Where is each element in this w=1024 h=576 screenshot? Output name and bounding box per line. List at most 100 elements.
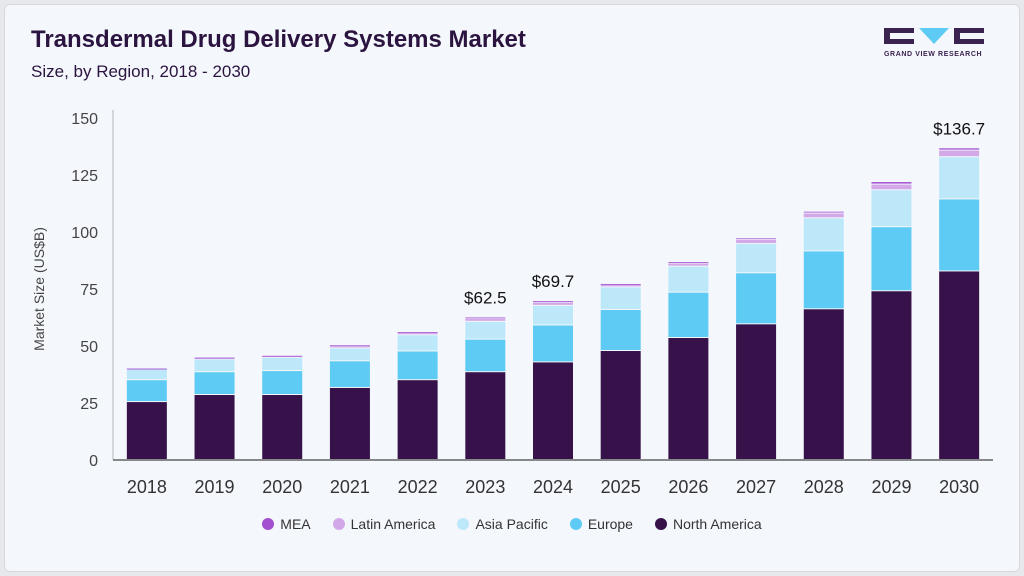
bar-segment-latin-america bbox=[803, 213, 844, 218]
bar-segment-north-america bbox=[803, 309, 844, 459]
bar-segment-latin-america bbox=[939, 150, 980, 157]
bar-segment-mea bbox=[803, 211, 844, 213]
bar-segment-north-america bbox=[194, 395, 235, 459]
bar-segment-europe bbox=[262, 371, 303, 395]
y-tick-label: 100 bbox=[71, 225, 98, 242]
bar-segment-mea bbox=[194, 357, 235, 359]
legend-swatch-icon bbox=[332, 518, 345, 530]
legend-label: Asia Pacific bbox=[475, 516, 548, 532]
chart-card bbox=[4, 4, 1020, 572]
bar-segment-mea bbox=[329, 345, 370, 347]
chart-title: Transdermal Drug Delivery Systems Market bbox=[31, 26, 526, 53]
legend-swatch-icon bbox=[262, 518, 275, 530]
x-tick-label: 2023 bbox=[465, 477, 505, 497]
bar-segment-latin-america bbox=[397, 333, 438, 335]
y-tick-label: 25 bbox=[80, 396, 98, 413]
bar-segment-mea bbox=[871, 182, 912, 184]
bar-segment-asia-pacific bbox=[803, 218, 844, 251]
legend-item: Latin America bbox=[332, 516, 436, 532]
bar-segment-north-america bbox=[533, 362, 573, 459]
bar-segment-mea bbox=[600, 283, 641, 285]
bar-segment-europe bbox=[803, 251, 844, 309]
bar-segment-mea bbox=[939, 148, 980, 150]
bar-segment-mea bbox=[397, 332, 438, 333]
bar-segment-north-america bbox=[262, 395, 303, 459]
data-label: $62.5 bbox=[464, 289, 507, 308]
x-tick-label: 2022 bbox=[398, 477, 438, 497]
legend-label: MEA bbox=[280, 516, 311, 532]
bar-segment-europe bbox=[465, 339, 506, 372]
bar-segment-latin-america bbox=[871, 184, 912, 190]
legend-item: MEA bbox=[262, 516, 311, 532]
bar-segment-north-america bbox=[939, 271, 980, 459]
y-tick-label: 75 bbox=[80, 282, 98, 299]
bar-segment-asia-pacific bbox=[939, 157, 980, 199]
bar-segment-europe bbox=[939, 199, 980, 271]
x-tick-label: 2018 bbox=[127, 477, 167, 497]
legend-item: Europe bbox=[569, 516, 633, 532]
x-tick-label: 2030 bbox=[939, 477, 979, 497]
x-tick-label: 2026 bbox=[668, 477, 708, 497]
bar-segment-asia-pacific bbox=[262, 357, 303, 371]
bar-segment-europe bbox=[126, 380, 167, 402]
bar-segment-asia-pacific bbox=[194, 359, 235, 372]
bar-segment-latin-america bbox=[533, 302, 573, 305]
legend-label: Europe bbox=[587, 516, 633, 532]
bar-segment-asia-pacific bbox=[600, 287, 641, 309]
y-tick-label: 0 bbox=[89, 453, 98, 470]
bar-segment-north-america bbox=[397, 380, 438, 459]
bar-segment-north-america bbox=[668, 338, 709, 459]
x-tick-label: 2029 bbox=[871, 477, 911, 497]
grand-view-research-logo bbox=[884, 28, 984, 44]
bar-segment-europe bbox=[871, 227, 912, 291]
x-tick-label: 2019 bbox=[195, 477, 235, 497]
bar-segment-mea bbox=[668, 262, 709, 263]
bar-segment-latin-america bbox=[668, 263, 709, 266]
legend-item: North America bbox=[654, 516, 762, 532]
legend: MEA Latin America Asia Pacific Europe North … bbox=[0, 516, 1024, 532]
bar-segment-latin-america bbox=[600, 284, 641, 287]
x-tick-label: 2028 bbox=[804, 477, 844, 497]
bar-segment-asia-pacific bbox=[465, 321, 506, 339]
x-tick-label: 2025 bbox=[601, 477, 641, 497]
bar-segment-north-america bbox=[126, 402, 167, 459]
bar-segment-asia-pacific bbox=[736, 244, 777, 273]
bar-segment-asia-pacific bbox=[397, 335, 438, 351]
x-tick-label: 2024 bbox=[533, 477, 573, 497]
bar-segment-mea bbox=[262, 355, 303, 357]
bar-segment-europe bbox=[668, 292, 709, 338]
bar-segment-mea bbox=[465, 317, 506, 319]
bar-segment-north-america bbox=[329, 387, 370, 459]
bar-segment-north-america bbox=[600, 351, 641, 459]
bar-segment-latin-america bbox=[329, 346, 370, 348]
bar-segment-latin-america bbox=[465, 318, 506, 321]
data-label: $136.7 bbox=[933, 119, 985, 138]
y-tick-label: 150 bbox=[71, 111, 98, 128]
bar-segment-mea bbox=[126, 368, 167, 370]
x-tick-label: 2021 bbox=[330, 477, 370, 497]
bar-segment-mea bbox=[533, 301, 573, 302]
x-tick-label: 2027 bbox=[736, 477, 776, 497]
chart-subtitle: Size, by Region, 2018 - 2030 bbox=[31, 62, 251, 81]
bar-segment-mea bbox=[736, 238, 777, 240]
bar-segment-north-america bbox=[736, 324, 777, 459]
legend-item: Asia Pacific bbox=[457, 516, 548, 532]
bar-segment-north-america bbox=[871, 291, 912, 459]
bar-segment-latin-america bbox=[194, 358, 235, 359]
y-tick-label: 125 bbox=[71, 168, 98, 185]
bar-segment-asia-pacific bbox=[329, 348, 370, 361]
bar-segment-asia-pacific bbox=[533, 305, 573, 325]
legend-swatch-icon bbox=[569, 518, 582, 530]
bar-segment-europe bbox=[397, 351, 438, 380]
bar-segment-europe bbox=[736, 273, 777, 324]
bar-segment-europe bbox=[329, 361, 370, 387]
bar-segment-europe bbox=[600, 309, 641, 351]
logo-text: GRAND VIEW RESEARCH bbox=[884, 51, 983, 58]
bar-segment-asia-pacific bbox=[668, 266, 709, 292]
legend-label: Latin America bbox=[350, 516, 436, 532]
y-axis-label: Market Size (US$B) bbox=[31, 227, 47, 351]
bar-segment-europe bbox=[194, 372, 235, 395]
data-label: $69.7 bbox=[532, 272, 575, 291]
x-tick-label: 2020 bbox=[262, 477, 302, 497]
